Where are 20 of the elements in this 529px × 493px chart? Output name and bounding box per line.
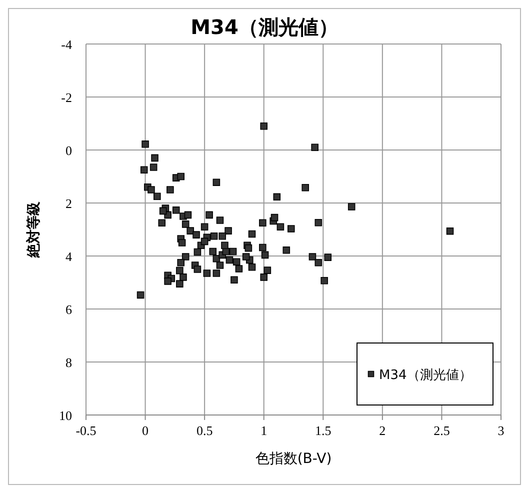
y-tick-label: -2	[61, 90, 72, 105]
x-tick-label: 1	[260, 423, 268, 438]
chart-title: M34（測光値）	[190, 15, 338, 39]
y-tick-label: 8	[66, 355, 72, 370]
y-tick-label: 0	[66, 143, 72, 158]
y-tick-label: 2	[66, 196, 72, 211]
y-tick-label: 10	[59, 408, 72, 423]
x-tick-label: -0.5	[76, 423, 96, 438]
x-tick-label: 0.5	[196, 423, 213, 438]
y-tick-label: 4	[66, 249, 72, 264]
x-tick-label: 0	[142, 423, 149, 438]
x-tick-label: 3	[498, 423, 504, 438]
x-tick-label: 2	[379, 423, 386, 438]
y-tick-label: 6	[66, 302, 72, 317]
y-tick-label: -4	[61, 37, 72, 52]
legend-label: M34（測光値）	[379, 368, 472, 383]
x-tick-label: 1.5	[315, 423, 332, 438]
x-tick-label: 2.5	[434, 423, 450, 438]
y-axis-title: 絶対等級	[25, 200, 42, 258]
x-axis-title: 色指数(B-V)	[255, 451, 332, 467]
